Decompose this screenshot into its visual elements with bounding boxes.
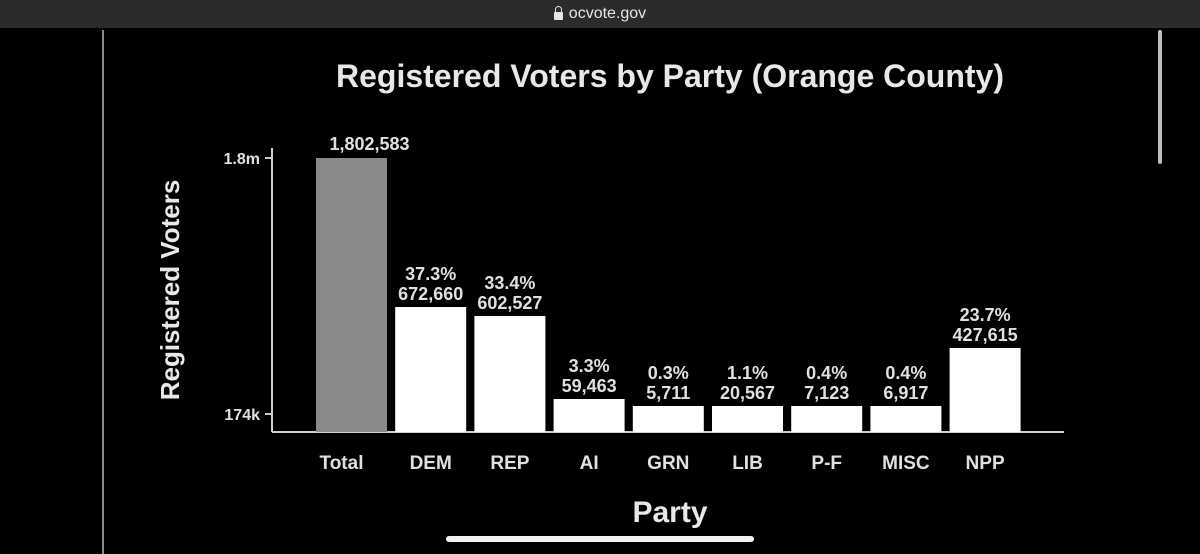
data-value-label: 5,711 (646, 383, 690, 403)
x-axis-title: Party (632, 496, 707, 529)
x-tick-label: DEM (410, 453, 452, 474)
scrollbar-thumb[interactable] (1158, 30, 1162, 164)
data-value-label: 59,463 (562, 376, 617, 396)
x-tick-label: REP (490, 453, 529, 474)
data-value-label: 7,123 (804, 383, 849, 403)
data-percent-label: 1.1% (727, 363, 768, 383)
data-value-label: 602,527 (477, 293, 542, 313)
data-percent-label: 0.4% (885, 363, 926, 383)
data-percent-label: 33.4% (484, 273, 535, 293)
bar-total (316, 158, 387, 432)
data-percent-label: 37.3% (405, 264, 456, 284)
url-text: ocvote.gov (568, 5, 647, 22)
bar-p-f (791, 406, 863, 432)
data-value-label: 6,917 (883, 383, 928, 403)
x-tick-label: GRN (647, 453, 689, 474)
chart-title: Registered Voters by Party (Orange Count… (336, 58, 1004, 94)
y-tick-label: 174k (224, 407, 260, 424)
data-value-label: 672,660 (398, 284, 463, 304)
bar-lib (712, 406, 783, 432)
x-tick-label: NPP (966, 453, 1005, 474)
data-percent-label: 3.3% (569, 356, 610, 376)
data-percent-label: 23.7% (960, 305, 1011, 325)
data-percent-label: 0.4% (806, 363, 847, 383)
bar-ai (553, 399, 625, 432)
browser-address-bar[interactable]: ocvote.gov (0, 0, 1200, 28)
bar-grn (632, 406, 704, 432)
home-indicator (446, 536, 754, 542)
data-value-label: 20,567 (720, 383, 775, 403)
data-percent-label: 0.3% (648, 363, 689, 383)
bar-misc (870, 406, 942, 432)
x-tick-label: LIB (732, 453, 763, 474)
bar-dem (395, 307, 467, 432)
x-tick-label: AI (580, 453, 599, 474)
bar-npp (949, 348, 1021, 432)
page-left-border (102, 30, 104, 554)
x-tick-label: P-F (811, 453, 842, 474)
lock-icon (553, 6, 563, 20)
x-tick-label: Total (320, 453, 364, 474)
x-tick-label: MISC (882, 453, 930, 474)
data-value-label: 1,802,583 (329, 134, 409, 154)
data-value-label: 427,615 (953, 325, 1018, 345)
bar-rep (474, 316, 546, 432)
y-tick-label: 1.8m (224, 151, 260, 168)
y-axis-title: Registered Voters (155, 180, 185, 401)
